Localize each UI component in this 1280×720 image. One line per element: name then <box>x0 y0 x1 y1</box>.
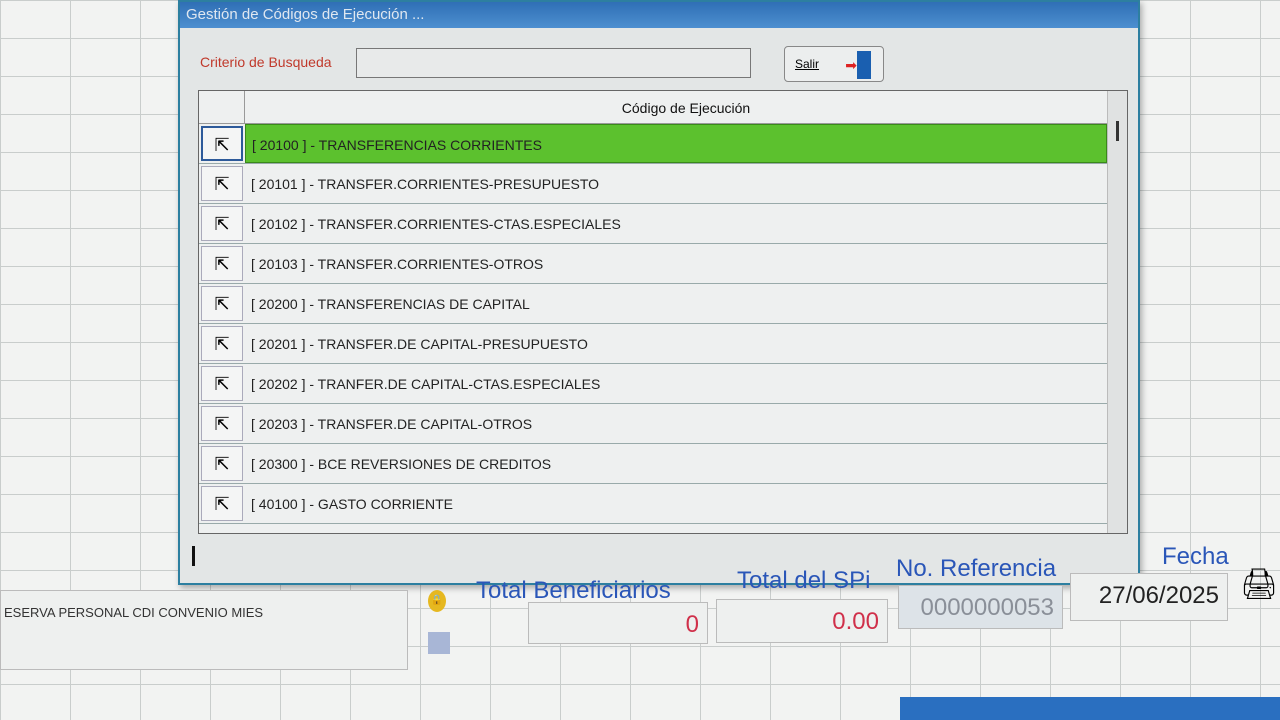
row-label: [ 20201 ] - TRANSFER.DE CAPITAL-PRESUPUE… <box>251 336 588 352</box>
total-beneficiarios-label: Total Beneficiarios <box>476 577 671 604</box>
row-label: [ 20102 ] - TRANSFER.CORRIENTES-CTAS.ESP… <box>251 216 621 232</box>
text-cursor <box>192 546 195 566</box>
dialog-title: Gestión de Códigos de Ejecución ... <box>180 2 1138 28</box>
vertical-scrollbar[interactable] <box>1107 91 1127 533</box>
row-select-pointer-icon[interactable]: ⇱ <box>201 246 243 281</box>
row-label: [ 20200 ] - TRANSFERENCIAS DE CAPITAL <box>251 296 530 312</box>
row-select-pointer-icon[interactable]: ⇱ <box>201 326 243 361</box>
row-select-pointer-icon[interactable]: ⇱ <box>201 366 243 401</box>
main-form-footer: ESERVA PERSONAL CDI CONVENIO MIES 🔒 Tota… <box>0 543 1280 720</box>
codes-grid: Código de Ejecución ⇱[ 20100 ] - TRANSFE… <box>198 90 1128 534</box>
grid-header: Código de Ejecución <box>199 91 1127 124</box>
total-beneficiarios-field[interactable]: 0 <box>528 602 708 644</box>
row-label: [ 20203 ] - TRANSFER.DE CAPITAL-OTROS <box>251 416 533 432</box>
exit-arrow-icon: ➡ <box>845 57 857 73</box>
codigos-dialog: Gestión de Códigos de Ejecución ... Crit… <box>178 0 1140 585</box>
row-label: [ 40100 ] - GASTO CORRIENTE <box>251 496 454 512</box>
table-row[interactable]: ⇱ [ 20102 ] - TRANSFER.CORRIENTES-CTAS.ES… <box>199 204 1107 244</box>
total-spi-label: Total del SPi <box>737 567 871 594</box>
row-label: [ 20202 ] - TRANFER.DE CAPITAL-CTAS.ESPE… <box>251 376 601 392</box>
table-row[interactable]: ⇱ [ 20103 ] - TRANSFER.CORRIENTES-OTROS <box>199 244 1107 284</box>
search-label: Criterio de Busqueda <box>200 54 332 70</box>
exit-button[interactable]: Salir ➡ <box>784 46 884 82</box>
scroll-thumb[interactable] <box>1116 121 1119 141</box>
table-row[interactable]: ⇱ [ 20200 ] - TRANSFERENCIAS DE CAPITAL <box>199 284 1107 324</box>
row-label: [ 20100 ] - TRANSFERENCIAS CORRIENTES <box>245 124 1107 163</box>
table-row[interactable]: ⇱[ 20100 ] - TRANSFERENCIAS CORRIENTES <box>199 124 1107 164</box>
row-select-pointer-icon[interactable]: ⇱ <box>201 406 243 441</box>
exit-label: Salir <box>795 57 820 71</box>
table-row[interactable]: ⇱ [ 20300 ] - BCE REVERSIONES DE CREDITOS <box>199 444 1107 484</box>
door-icon <box>857 51 871 79</box>
checkbox[interactable] <box>428 632 450 654</box>
taskbar <box>900 697 1280 720</box>
row-select-pointer-icon[interactable]: ⇱ <box>201 286 243 321</box>
row-select-pointer-icon[interactable]: ⇱ <box>201 206 243 241</box>
search-input[interactable] <box>356 48 751 78</box>
referencia-label: No. Referencia <box>896 555 1057 582</box>
fecha-field[interactable]: 27/06/2025 <box>1070 573 1228 621</box>
row-select-pointer-icon[interactable]: ⇱ <box>201 126 243 161</box>
column-header: Código de Ejecución <box>621 100 751 116</box>
print-icon[interactable]: 🖨 <box>1240 568 1279 601</box>
lock-icon[interactable]: 🔒 <box>428 590 446 612</box>
table-row[interactable]: ⇱ [ 20202 ] - TRANFER.DE CAPITAL-CTAS.ESP… <box>199 364 1107 404</box>
row-select-pointer-icon[interactable]: ⇱ <box>201 486 243 521</box>
description-field[interactable]: ESERVA PERSONAL CDI CONVENIO MIES <box>0 590 408 670</box>
table-row[interactable]: ⇱ [ 20203 ] - TRANSFER.DE CAPITAL-OTROS <box>199 404 1107 444</box>
table-row[interactable]: ⇱ [ 20201 ] - TRANSFER.DE CAPITAL-PRESUPU… <box>199 324 1107 364</box>
table-row[interactable]: ⇱ [ 20101 ] - TRANSFER.CORRIENTES-PRESUPU… <box>199 164 1107 204</box>
row-label: [ 20101 ] - TRANSFER.CORRIENTES-PRESUPUE… <box>251 176 600 192</box>
table-row[interactable]: ⇱ [ 40100 ] - GASTO CORRIENTE <box>199 484 1107 524</box>
row-select-pointer-icon[interactable]: ⇱ <box>201 446 243 481</box>
fecha-label: Fecha <box>1162 543 1229 570</box>
referencia-field[interactable]: 0000000053 <box>898 585 1063 629</box>
total-spi-field[interactable]: 0.00 <box>716 599 888 643</box>
row-label: [ 20300 ] - BCE REVERSIONES DE CREDITOS <box>251 456 552 472</box>
row-label: [ 20103 ] - TRANSFER.CORRIENTES-OTROS <box>251 256 544 272</box>
row-select-pointer-icon[interactable]: ⇱ <box>201 166 243 201</box>
